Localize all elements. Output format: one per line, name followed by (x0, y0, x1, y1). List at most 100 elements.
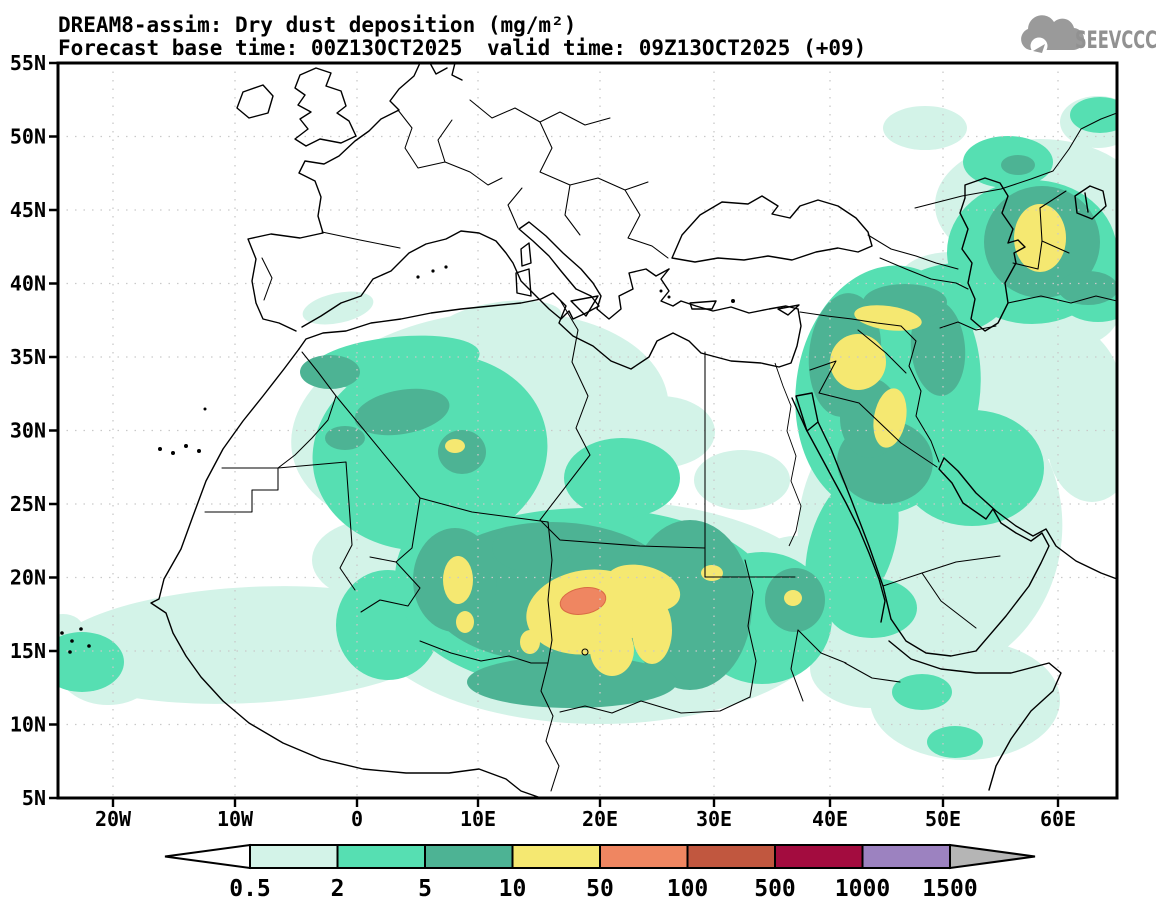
circle-shape (197, 449, 201, 453)
lon-label: 30E (696, 807, 732, 831)
colorbar-tick: 10 (499, 876, 527, 902)
ellipse-shape (456, 611, 474, 633)
country-borders (204, 99, 1117, 792)
header: DREAM8-assim: Dry dust deposition (mg/m²… (58, 13, 1157, 60)
colorbar: 0.5 2 5 10 50 100 500 1000 1500 (164, 843, 1036, 902)
circle-shape (184, 444, 188, 448)
path-shape (429, 63, 448, 75)
path-shape (360, 561, 421, 613)
path-shape (689, 300, 717, 310)
ellipse-shape (1014, 204, 1066, 272)
path-shape (49, 61, 58, 800)
colorbar-tick: 0.5 (229, 876, 271, 902)
path-shape (809, 360, 938, 468)
ellipse-shape (605, 564, 681, 612)
path-shape (797, 629, 847, 664)
ellipse-shape (854, 305, 922, 331)
path-shape (791, 397, 886, 623)
ellipse-shape (438, 430, 486, 474)
ellipse-shape (1070, 97, 1117, 133)
path-shape (1007, 295, 1117, 304)
path-shape (943, 457, 1117, 580)
ellipse-shape (1047, 378, 1117, 502)
map-canvas: 55N 50N 45N 40N 35N 30N 25N 20N 15N 10N … (10, 51, 1119, 831)
ellipse-shape (590, 624, 634, 676)
colorbar-segment-50-100 (599, 844, 689, 869)
path-shape (369, 497, 421, 563)
path-shape (261, 257, 273, 301)
path-shape (774, 362, 802, 547)
circle-shape (79, 627, 83, 631)
path-shape (540, 662, 560, 792)
colorbar-tick: 50 (586, 876, 614, 902)
path-shape (1084, 192, 1089, 213)
circle-shape (158, 447, 162, 451)
ellipse-shape (900, 410, 1044, 526)
lat-label: 55N (10, 51, 46, 75)
path-shape (547, 521, 553, 664)
path-shape (660, 268, 799, 314)
colorbar-above-max-arrow (949, 843, 1036, 870)
path-shape (451, 63, 463, 81)
ellipse-shape (701, 565, 723, 581)
path-shape (890, 457, 1050, 657)
colorbar-segment-500-1000 (774, 844, 864, 869)
circle-shape (70, 639, 74, 643)
path-shape (236, 84, 274, 119)
lon-label: 40E (812, 807, 848, 831)
path-shape (900, 325, 940, 463)
lon-label: 20E (582, 807, 618, 831)
colorbar-segment-10-50 (511, 844, 601, 869)
colorbar-segment-100-500 (686, 844, 776, 869)
ellipse-shape (1058, 271, 1117, 305)
path-shape (939, 321, 997, 331)
valid-time-label: valid time: 09Z13OCT2025 (+09) (487, 36, 866, 60)
path-shape (419, 640, 549, 664)
path-shape (397, 109, 503, 186)
path-shape (817, 421, 892, 620)
path-shape (321, 231, 401, 249)
ellipse-shape (559, 587, 607, 615)
path-shape (1039, 190, 1067, 209)
y-axis-labels: 55N 50N 45N 40N 35N 30N 25N 20N 15N 10N … (10, 51, 46, 810)
colorbar-segment-5-10 (424, 844, 514, 869)
colorbar-tick-labels: 0.5 2 5 10 50 100 500 1000 1500 (229, 876, 977, 902)
path-shape (879, 257, 969, 290)
ellipse-shape (883, 106, 967, 150)
forecast-base-time-label: Forecast base time: 00Z13OCT2025 (58, 36, 463, 60)
colorbar-segment-1000-1500 (861, 844, 951, 869)
path-shape (921, 572, 977, 629)
path-shape (564, 184, 581, 236)
lat-label: 25N (10, 492, 46, 516)
x-axis-labels: 20W 10W 0 10E 20E 30E 40E 50E 60E (95, 807, 1076, 831)
ellipse-shape (632, 596, 672, 664)
path-shape (298, 292, 802, 370)
path-shape (857, 329, 907, 374)
circle-shape (171, 451, 175, 455)
path-shape (294, 67, 357, 147)
colorbar-segment-2-5 (336, 844, 426, 869)
ellipse-shape (467, 656, 677, 708)
ellipse-shape (564, 438, 680, 518)
path-shape (671, 195, 873, 263)
path-shape (1074, 185, 1107, 220)
logo-text: SEEVCCC (1075, 26, 1157, 54)
path-shape (559, 696, 751, 714)
path-shape (570, 295, 599, 317)
lat-label: 5N (22, 786, 46, 810)
ellipse-shape (1001, 155, 1035, 175)
lat-label: 50N (10, 125, 46, 149)
path-shape (914, 112, 1117, 209)
path-shape (624, 189, 669, 259)
page-title: DREAM8-assim: Dry dust deposition (mg/m²… (58, 13, 576, 37)
dust-level-50-100-region (559, 587, 607, 615)
lat-label: 35N (10, 345, 46, 369)
colorbar-tick: 5 (418, 876, 432, 902)
path-shape (799, 311, 902, 327)
circle-shape (659, 289, 663, 293)
path-shape (520, 242, 532, 267)
circle-shape (87, 644, 91, 648)
colorbar-tick: 1000 (835, 876, 890, 902)
